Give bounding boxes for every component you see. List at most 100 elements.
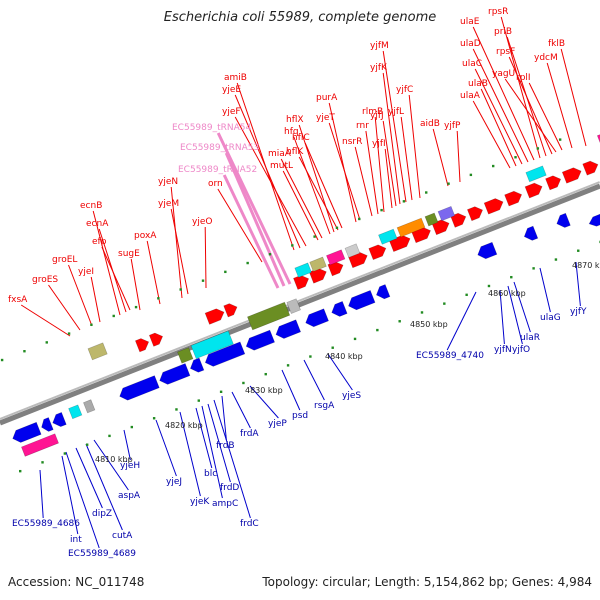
gene-label: ulaG <box>540 313 561 323</box>
gene-label: ulaA <box>460 91 481 101</box>
gene-shape <box>368 244 387 261</box>
gc-dot <box>487 284 491 288</box>
label-line <box>92 210 121 316</box>
label-line <box>432 128 449 187</box>
gc-dot <box>376 328 379 332</box>
gene-shape <box>348 290 376 311</box>
gene-shape <box>68 404 83 420</box>
blue-gene <box>12 421 42 443</box>
gene-label: EC55989_tRNA53 <box>180 143 259 153</box>
gc-dot <box>335 226 339 229</box>
gc-dot <box>45 341 48 344</box>
blue-gene <box>245 329 275 351</box>
label-line <box>217 188 263 263</box>
red-gene <box>582 160 599 176</box>
gene-label: hflX <box>286 115 304 125</box>
label-line <box>328 102 357 223</box>
gene-shape <box>525 165 547 183</box>
gene-shape <box>305 308 329 328</box>
label-line <box>90 276 101 323</box>
label-line <box>546 62 573 149</box>
gene-label: groEL <box>52 255 77 265</box>
blue-gene <box>189 357 205 373</box>
blue-gene <box>477 241 498 260</box>
red-gene <box>545 175 562 191</box>
gene-label: groES <box>32 275 58 285</box>
label-line <box>303 359 325 401</box>
gene-shape <box>326 249 346 266</box>
gc-dot <box>246 261 249 265</box>
gene-label: EC55989_4689 <box>68 549 136 559</box>
label-line <box>101 246 131 311</box>
gene-label: EC55989_tRNA52 <box>178 165 257 175</box>
genome-stats-text: Topology: circular; Length: 5,154,862 bp… <box>262 575 592 589</box>
gc-dot <box>510 275 513 279</box>
gene-label: ampC <box>212 499 238 509</box>
gene-shape <box>378 228 398 245</box>
gene-shape <box>204 308 225 325</box>
gene-label: ulaR <box>520 333 540 343</box>
gc-dot <box>358 217 361 221</box>
gene-shape <box>588 213 600 227</box>
label-line <box>93 439 129 491</box>
label-line <box>146 240 161 305</box>
gene-shape <box>177 347 194 364</box>
gene-shape <box>204 341 246 367</box>
label-line <box>472 26 535 161</box>
tick-label: 4840 kbp <box>325 352 363 361</box>
tick-label: 4830 kbp <box>245 386 283 395</box>
gene-shape <box>134 338 150 353</box>
gene-label: int <box>70 535 82 545</box>
gene-shape <box>504 190 523 207</box>
gene-label: yjfL <box>388 107 404 117</box>
label-line <box>446 291 477 351</box>
gc-dot <box>313 235 316 238</box>
gene-shape <box>189 357 205 373</box>
tick-labels-layer: 4810 kbp 4820 kbp 4830 kbp 4840 kbp 4850 kbp… <box>95 261 600 464</box>
label-line <box>456 130 461 183</box>
cyan-gene <box>190 330 234 360</box>
gene-shape <box>41 417 54 432</box>
label-line <box>560 48 587 147</box>
gene-label: hflK <box>286 147 304 157</box>
gc-dot <box>532 267 535 270</box>
gc-dots-layer <box>0 138 600 473</box>
olive-gene <box>247 301 291 331</box>
label-line <box>575 261 581 307</box>
gc-dot <box>465 293 468 297</box>
label-line <box>249 385 279 419</box>
label-line <box>222 174 280 289</box>
gene-shape <box>148 332 164 347</box>
red-gene <box>134 338 150 353</box>
gc-dot <box>402 200 406 203</box>
gene-label: ulaB <box>468 79 488 89</box>
gene-shape <box>190 330 234 360</box>
gc-dot <box>152 417 156 420</box>
gc-dot <box>179 288 182 291</box>
label-line <box>298 124 335 233</box>
gene-label: EC55989_tRNA54 <box>172 123 251 133</box>
label-line <box>507 285 523 345</box>
gc-dot <box>420 311 424 314</box>
gc-dot <box>398 320 401 323</box>
gene-label: yjeS <box>342 391 361 401</box>
gene-label: yjfP <box>444 121 461 131</box>
gc-dot <box>0 358 4 362</box>
label-line <box>298 156 339 231</box>
label-line <box>539 267 551 313</box>
gene-label: ulaE <box>460 17 480 27</box>
red-gene <box>204 308 225 325</box>
label-line <box>170 186 183 299</box>
red-gene <box>368 244 387 261</box>
gene-label: amiB <box>224 73 247 83</box>
red-gene <box>524 182 543 199</box>
gc-dot <box>85 443 89 446</box>
gene-label: yjfY <box>570 307 587 317</box>
gene-label: yjeI <box>78 267 94 277</box>
gene-shape <box>87 342 108 361</box>
label-line <box>68 264 93 327</box>
gene-label: orn <box>208 179 223 189</box>
label-line <box>474 68 523 165</box>
gc-dot <box>242 381 245 385</box>
